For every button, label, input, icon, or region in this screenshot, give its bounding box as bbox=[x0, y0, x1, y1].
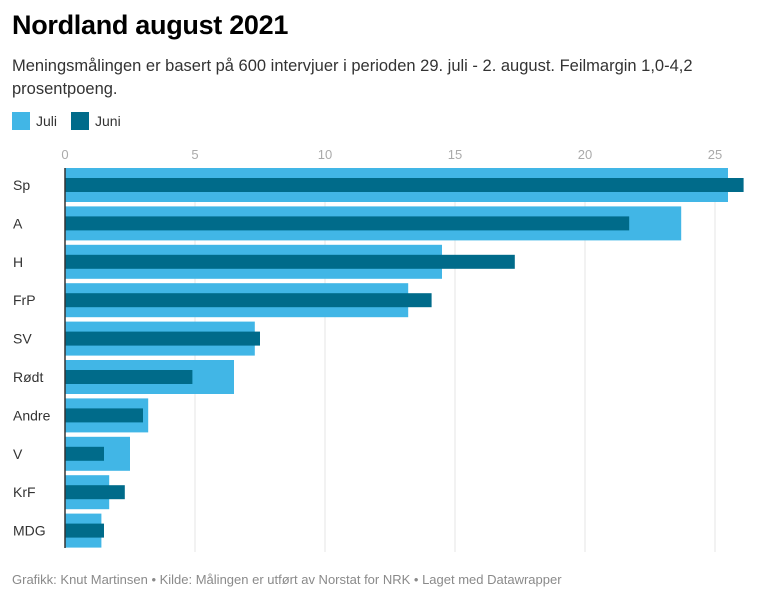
chart-title: Nordland august 2021 bbox=[12, 10, 289, 40]
bar-juni-h bbox=[65, 254, 515, 269]
bar-juni-frp bbox=[65, 293, 432, 308]
category-label: KrF bbox=[13, 484, 36, 500]
footer-credits: Grafikk: Knut Martinsen • Kilde: Målinge… bbox=[12, 572, 562, 587]
x-tick-label: 25 bbox=[708, 147, 722, 162]
bars bbox=[65, 168, 744, 548]
category-label: FrP bbox=[13, 292, 36, 308]
x-tick-label: 5 bbox=[191, 147, 198, 162]
category-label: Andre bbox=[13, 407, 51, 423]
x-axis-ticks: 0 5 10 15 20 25 bbox=[61, 147, 722, 162]
bar-juni-sv bbox=[65, 331, 260, 346]
bar-juni-rødt bbox=[65, 370, 193, 384]
x-tick-label: 10 bbox=[318, 147, 332, 162]
category-label: Rødt bbox=[13, 369, 43, 385]
bar-juni-v bbox=[65, 446, 104, 461]
category-label: Sp bbox=[13, 177, 30, 193]
legend: Juli Juni bbox=[12, 112, 135, 130]
chart-subtitle: Meningsmålingen er basert på 600 intervj… bbox=[12, 57, 693, 98]
bar-chart: 0 5 10 15 20 25 Sp A H FrP SV Rødt Andre V KrF MDG bbox=[13, 147, 744, 552]
x-tick-label: 20 bbox=[578, 147, 592, 162]
bar-juni-andre bbox=[65, 408, 143, 423]
category-label: V bbox=[13, 446, 23, 462]
category-label: MDG bbox=[13, 523, 46, 539]
bar-juni-a bbox=[65, 216, 630, 231]
category-label: A bbox=[13, 215, 23, 231]
bar-juni-mdg bbox=[65, 523, 104, 538]
legend-label-juni: Juni bbox=[95, 113, 121, 129]
x-tick-label: 15 bbox=[448, 147, 462, 162]
category-label: H bbox=[13, 254, 23, 270]
legend-swatch-juli bbox=[12, 112, 30, 130]
legend-swatch-juni bbox=[71, 112, 90, 130]
legend-item-juni[interactable]: Juni bbox=[71, 112, 121, 130]
category-label: SV bbox=[13, 331, 32, 347]
legend-item-juli[interactable]: Juli bbox=[12, 112, 57, 130]
x-tick-label: 0 bbox=[61, 147, 68, 162]
legend-label-juli: Juli bbox=[36, 113, 58, 129]
bar-juni-krf bbox=[65, 485, 125, 500]
bar-juni-sp bbox=[65, 178, 744, 192]
category-labels: Sp A H FrP SV Rødt Andre V KrF MDG bbox=[13, 177, 51, 539]
